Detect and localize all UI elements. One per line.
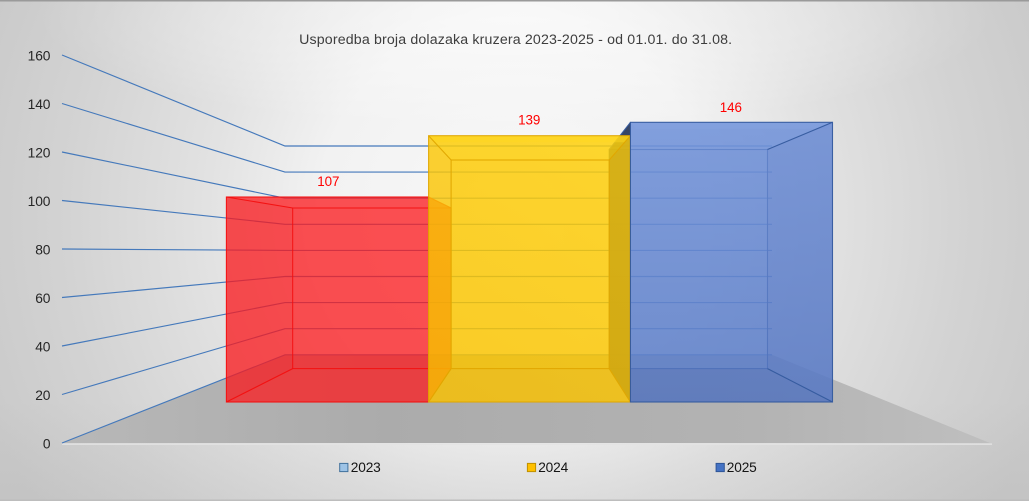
svg-text:Usporedba broja dolazaka kruze: Usporedba broja dolazaka kruzera 2023-20…	[299, 32, 732, 48]
svg-text:2024: 2024	[538, 460, 568, 475]
svg-text:107: 107	[317, 174, 339, 189]
svg-text:2025: 2025	[727, 460, 757, 475]
svg-text:0: 0	[43, 436, 51, 451]
svg-text:60: 60	[35, 291, 51, 306]
svg-text:120: 120	[28, 146, 51, 161]
svg-text:80: 80	[35, 243, 51, 258]
svg-text:2023: 2023	[351, 460, 381, 475]
svg-text:139: 139	[518, 112, 540, 127]
svg-text:146: 146	[720, 100, 742, 115]
svg-text:140: 140	[28, 97, 51, 112]
svg-text:100: 100	[28, 194, 51, 209]
svg-text:160: 160	[28, 49, 51, 64]
svg-text:20: 20	[35, 388, 51, 403]
svg-text:40: 40	[35, 339, 51, 354]
